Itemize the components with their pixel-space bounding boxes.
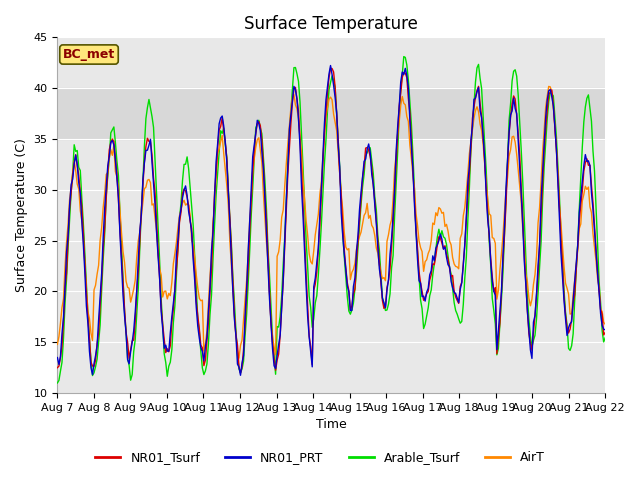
Arable_Tsurf: [572, 267, 580, 273]
NR01_Tsurf: [237, 370, 244, 376]
AirT: [54, 341, 61, 347]
NR01_Tsurf: [602, 330, 609, 336]
NR01_PRT: [235, 364, 243, 370]
Arable_Tsurf: [235, 366, 243, 372]
Line: Arable_Tsurf: Arable_Tsurf: [58, 57, 605, 383]
Title: Surface Temperature: Surface Temperature: [244, 15, 418, 33]
Legend: NR01_Tsurf, NR01_PRT, Arable_Tsurf, AirT: NR01_Tsurf, NR01_PRT, Arable_Tsurf, AirT: [90, 446, 550, 469]
Arable_Tsurf: [217, 128, 225, 133]
Arable_Tsurf: [244, 281, 252, 287]
Line: NR01_Tsurf: NR01_Tsurf: [58, 68, 605, 373]
NR01_Tsurf: [235, 364, 243, 370]
AirT: [602, 321, 609, 327]
NR01_PRT: [294, 117, 302, 122]
Line: AirT: AirT: [58, 86, 605, 358]
AirT: [545, 84, 552, 89]
NR01_PRT: [602, 327, 609, 333]
NR01_PRT: [326, 63, 334, 69]
AirT: [235, 355, 243, 361]
NR01_Tsurf: [121, 306, 129, 312]
Y-axis label: Surface Temperature (C): Surface Temperature (C): [15, 138, 28, 292]
AirT: [246, 218, 253, 224]
Line: NR01_PRT: NR01_PRT: [58, 66, 605, 375]
NR01_Tsurf: [326, 65, 334, 71]
AirT: [574, 247, 582, 253]
NR01_Tsurf: [294, 108, 302, 114]
NR01_PRT: [121, 313, 129, 319]
Arable_Tsurf: [121, 309, 129, 314]
Text: BC_met: BC_met: [63, 48, 115, 61]
NR01_PRT: [54, 355, 61, 360]
NR01_Tsurf: [246, 228, 253, 234]
AirT: [121, 260, 129, 265]
NR01_PRT: [574, 242, 582, 248]
NR01_PRT: [217, 115, 225, 121]
NR01_Tsurf: [54, 365, 61, 371]
NR01_PRT: [237, 372, 244, 378]
Arable_Tsurf: [400, 54, 408, 60]
NR01_PRT: [246, 219, 253, 225]
AirT: [237, 343, 244, 348]
Bar: [58, 88, 605, 139]
Arable_Tsurf: [602, 335, 609, 341]
AirT: [294, 116, 302, 122]
NR01_Tsurf: [574, 245, 582, 251]
Arable_Tsurf: [293, 71, 301, 77]
NR01_Tsurf: [217, 123, 225, 129]
AirT: [217, 139, 225, 144]
X-axis label: Time: Time: [316, 419, 347, 432]
Arable_Tsurf: [54, 380, 61, 386]
